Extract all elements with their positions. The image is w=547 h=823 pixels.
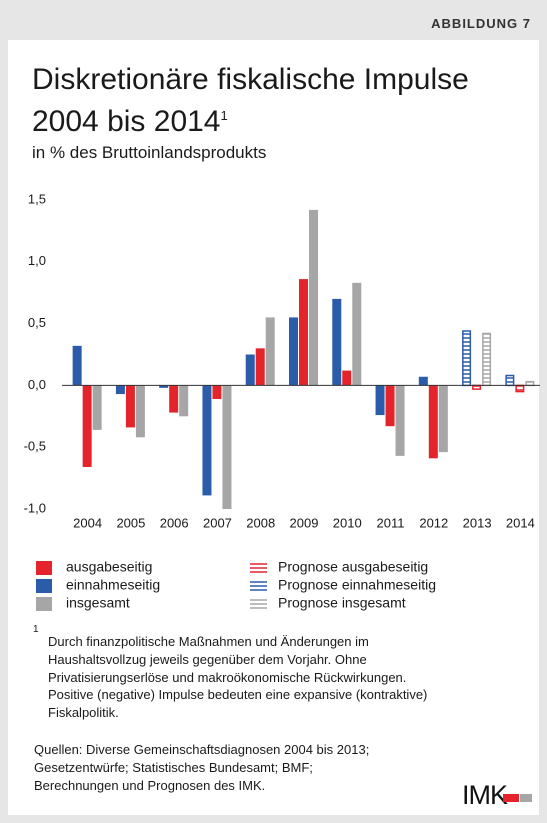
logo: IMK	[462, 780, 508, 810]
bar	[222, 385, 232, 509]
bar	[265, 317, 275, 386]
title: Diskretionäre fiskalische Impulse 2004 b…	[32, 62, 469, 140]
figure-label: ABBILDUNG 7	[431, 16, 531, 31]
bar	[428, 385, 438, 459]
bar	[352, 282, 362, 386]
bar	[125, 385, 135, 428]
bar	[135, 385, 145, 438]
x-tick-label: 2011	[377, 515, 405, 530]
x-tick-label: 2012	[419, 515, 448, 530]
bar	[438, 385, 448, 453]
x-tick-label: 2004	[73, 515, 102, 530]
title-line: Diskretionäre fiskalische Impulse	[32, 63, 469, 96]
bar	[92, 385, 102, 430]
footnote-line: Privatisierungserlöse und makroökonomisc…	[48, 669, 407, 685]
bar	[255, 348, 265, 386]
footnote-line: Durch finanzpolitische Maßnahmen und Änd…	[48, 634, 369, 649]
footnote: Durch finanzpolitische Maßnahmen und Änd…	[48, 633, 427, 722]
bar	[395, 385, 405, 456]
bar	[179, 385, 189, 417]
legend-label: insgesamt	[66, 595, 130, 611]
bar	[299, 279, 308, 386]
x-tick-label: 2010	[333, 515, 362, 530]
bar	[385, 385, 395, 427]
bar	[159, 385, 169, 388]
x-tick-label: 2014	[506, 515, 535, 530]
chart: -1,0 -0,5 0,0 0,5 1,0 1,5 2004 2005 2006 2007 2008…	[24, 191, 540, 611]
logo-gray	[520, 794, 532, 802]
bar	[309, 209, 318, 386]
y-tick-label: -1,0	[24, 500, 46, 515]
bar	[482, 332, 492, 387]
footnote-marker: 1	[33, 624, 39, 635]
bar	[418, 376, 428, 386]
y-tick-label: -0,5	[24, 439, 46, 454]
bar	[375, 385, 385, 416]
y-tick-label: 0,0	[28, 377, 46, 392]
source-line: Berechnungen und Prognosen des IMK.	[34, 777, 266, 793]
legend-swatch	[36, 597, 52, 611]
bar	[472, 384, 482, 390]
legend-label: einnahmeseitig	[66, 577, 160, 593]
x-tick-label: 2006	[160, 515, 189, 530]
x-tick-label: 2013	[463, 515, 492, 530]
bar	[505, 374, 515, 387]
legend-label: ausgabeseitig	[66, 559, 152, 575]
source-line: Quellen: Diverse Gemeinschaftsdiagnosen …	[34, 742, 370, 757]
legend-label: Prognose ausgabeseitig	[278, 559, 428, 575]
footnote-line: Positive (negative) Impulse bedeuten ein…	[48, 687, 428, 703]
x-tick-label: 2009	[290, 515, 319, 530]
x-tick-label: 2007	[203, 515, 232, 530]
logo-red	[503, 794, 519, 802]
bar	[202, 385, 212, 496]
bar	[462, 330, 472, 387]
sources: Quellen: Diverse Gemeinschaftsdiagnosen …	[34, 741, 369, 794]
bar	[82, 385, 92, 467]
legend-label: Prognose einnahmeseitig	[278, 577, 436, 593]
x-tick-label: 2005	[116, 515, 145, 530]
bar	[342, 370, 352, 386]
y-tick-label: 1,0	[28, 253, 46, 268]
footnote-line: Fiskalpolitik.	[48, 705, 119, 721]
bar	[289, 317, 298, 386]
subtitle: in % des Bruttoinlandsprodukts	[32, 143, 267, 162]
bar	[332, 298, 342, 386]
footnote-line: Haushaltsvollzug jeweils gegenüber dem V…	[48, 651, 367, 667]
bar	[525, 380, 535, 387]
bar	[515, 384, 525, 393]
title-line: 2004 bis 20141	[32, 98, 469, 140]
bar	[212, 385, 222, 399]
bar	[169, 385, 179, 413]
title-line: 2004 bis 2014	[32, 105, 221, 138]
title-note: 1	[220, 108, 228, 123]
y-tick-label: 1,5	[28, 191, 46, 206]
bar	[72, 345, 82, 386]
y-tick-label: 0,5	[28, 315, 46, 330]
x-tick-label: 2008	[246, 515, 275, 530]
legend-label: Prognose insgesamt	[278, 595, 406, 611]
source-line: Gesetzentwürfe; Statistisches Bundesamt;…	[34, 759, 313, 775]
bar	[245, 354, 255, 386]
bar	[115, 385, 125, 395]
legend-swatch	[36, 561, 52, 575]
legend-swatch	[36, 579, 52, 593]
